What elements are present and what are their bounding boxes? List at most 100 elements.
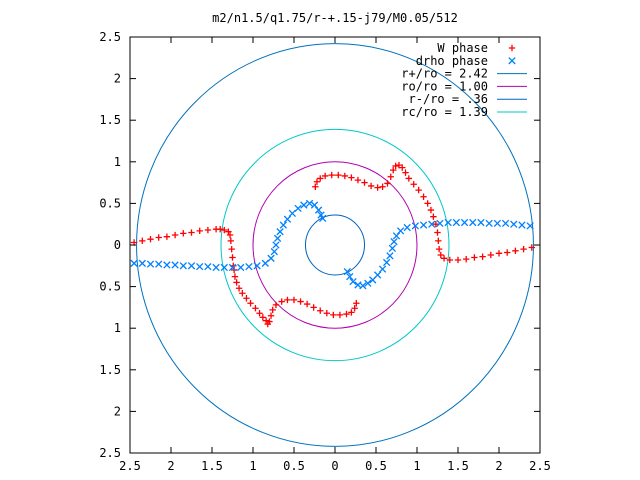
w-phase-point-37 bbox=[290, 296, 298, 304]
drho-phase-point-49 bbox=[419, 221, 428, 229]
w-phase-point-14 bbox=[226, 231, 234, 239]
drho-phase-point-25 bbox=[294, 204, 302, 213]
x-tick-label-10: 2.5 bbox=[529, 459, 551, 473]
drho-phase-point-55 bbox=[469, 218, 477, 227]
w-phase-point-84 bbox=[463, 255, 470, 263]
legend-label-1: drho phase bbox=[416, 54, 488, 68]
drho-phase-point-54 bbox=[460, 218, 469, 227]
drho-phase-point-10 bbox=[212, 263, 220, 272]
drho-phase-point-21 bbox=[276, 228, 284, 236]
w-phase-point-12 bbox=[221, 226, 228, 234]
w-phase-point-75 bbox=[430, 213, 437, 220]
y-tick-label-8: 1.5 bbox=[99, 113, 121, 127]
x-tick-label-9: 2 bbox=[495, 459, 502, 473]
w-phase-point-53 bbox=[328, 171, 335, 179]
w-phase-point-89 bbox=[504, 249, 511, 256]
series-1 bbox=[130, 199, 534, 290]
w-phase-point-71 bbox=[415, 186, 422, 194]
w-phase-point-48 bbox=[353, 300, 360, 307]
w-phase-point-16 bbox=[228, 245, 235, 253]
drho-phase-point-50 bbox=[428, 220, 436, 228]
y-tick-label-1: 2 bbox=[114, 404, 121, 418]
legend-label-3: ro/ro = 1.00 bbox=[401, 79, 488, 93]
w-phase-point-85 bbox=[471, 254, 478, 261]
drho-phase-point-36 bbox=[359, 282, 367, 290]
w-phase-point-74 bbox=[427, 206, 435, 214]
legend-label-2: r+/ro = 2.42 bbox=[401, 67, 488, 81]
drho-phase-point-24 bbox=[288, 209, 297, 218]
w-phase-point-25 bbox=[247, 300, 254, 307]
w-phase-point-91 bbox=[520, 245, 527, 253]
drho-phase-point-15 bbox=[253, 262, 261, 270]
w-phase-point-40 bbox=[310, 304, 317, 311]
w-phase-point-62 bbox=[384, 180, 391, 187]
w-phase-point-66 bbox=[395, 161, 403, 169]
w-phase-point-83 bbox=[454, 256, 462, 264]
w-phase-point-80 bbox=[437, 251, 444, 259]
drho-phase-point-60 bbox=[510, 220, 518, 228]
w-phase-point-67 bbox=[399, 164, 406, 171]
w-phase-point-22 bbox=[235, 285, 243, 292]
drho-phase-point-53 bbox=[452, 218, 461, 227]
drho-phase-point-52 bbox=[444, 218, 452, 227]
drho-phase-point-39 bbox=[373, 271, 382, 279]
drho-phase-point-0 bbox=[130, 259, 138, 267]
w-phase-point-52 bbox=[321, 172, 329, 180]
w-phase-point-15 bbox=[227, 237, 235, 245]
w-phase-point-59 bbox=[367, 182, 375, 190]
drho-phase-point-11 bbox=[220, 263, 228, 272]
data-series bbox=[130, 161, 535, 328]
w-phase-point-47 bbox=[351, 305, 358, 312]
w-phase-point-72 bbox=[420, 193, 427, 200]
drho-phase-point-23 bbox=[283, 215, 292, 223]
w-phase-point-11 bbox=[217, 225, 224, 233]
w-phase-point-70 bbox=[410, 181, 417, 188]
w-phase-point-29 bbox=[262, 317, 270, 324]
w-phase-point-76 bbox=[432, 221, 440, 228]
drho-phase-point-41 bbox=[383, 258, 391, 267]
y-tick-label-10: 2.5 bbox=[99, 30, 121, 44]
drho-phase-point-61 bbox=[518, 221, 526, 229]
w-phase-point-41 bbox=[317, 307, 324, 314]
w-phase-point-27 bbox=[256, 310, 263, 317]
circle-r-5 bbox=[220, 128, 450, 362]
w-phase-point-82 bbox=[446, 256, 453, 264]
w-phase-point-65 bbox=[392, 162, 399, 170]
circle-r-4 bbox=[304, 214, 366, 276]
y-tick-label-9: 2 bbox=[114, 72, 121, 86]
w-phase-point-4 bbox=[163, 233, 171, 240]
drho-phase-point-27 bbox=[305, 199, 314, 208]
w-phase-point-13 bbox=[225, 228, 232, 235]
w-phase-point-7 bbox=[188, 229, 195, 236]
drho-phase-point-43 bbox=[388, 244, 397, 252]
w-phase-point-1 bbox=[139, 237, 146, 245]
legend-label-0: W phase bbox=[437, 41, 488, 55]
drho-phase-point-32 bbox=[343, 267, 351, 276]
drho-phase-point-2 bbox=[146, 260, 155, 268]
w-phase-point-2 bbox=[147, 235, 154, 243]
drho-phase-point-20 bbox=[273, 234, 282, 243]
legend-label-4: r-/ro = .36 bbox=[409, 92, 488, 106]
w-phase-point-42 bbox=[323, 310, 330, 317]
y-tick-label-0: 2.5 bbox=[99, 446, 121, 460]
drho-phase-point-8 bbox=[196, 262, 204, 271]
w-phase-point-51 bbox=[317, 175, 324, 182]
w-phase-point-50 bbox=[313, 178, 321, 185]
w-phase-point-9 bbox=[204, 226, 212, 234]
w-phase-point-31 bbox=[266, 318, 273, 325]
legend-marker-1 bbox=[508, 57, 516, 65]
y-tick-label-6: 0.5 bbox=[99, 196, 121, 210]
w-phase-point-26 bbox=[252, 305, 259, 312]
w-phase-point-81 bbox=[440, 255, 448, 262]
x-tick-label-5: 0 bbox=[331, 459, 338, 473]
x-tick-label-4: 0.5 bbox=[283, 459, 305, 473]
w-phase-point-86 bbox=[479, 253, 486, 260]
axis-ticks: 2.5 2 1.5 1 0.5 0 0.5 1 1.5 2 2.52.521.510.500.511… bbox=[99, 30, 551, 473]
legend-label-5: rc/ro = 1.39 bbox=[401, 105, 488, 119]
y-tick-label-2: 1.5 bbox=[99, 363, 121, 377]
w-phase-point-61 bbox=[379, 183, 386, 190]
drho-phase-point-44 bbox=[390, 238, 398, 246]
w-phase-point-55 bbox=[341, 172, 349, 180]
w-phase-point-45 bbox=[343, 310, 350, 318]
